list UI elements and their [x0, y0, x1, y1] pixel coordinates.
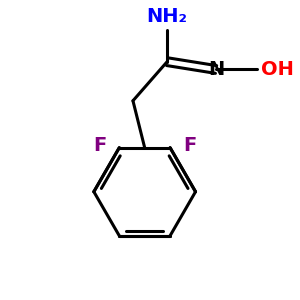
Text: N: N [208, 60, 224, 79]
Text: OH: OH [261, 60, 294, 79]
Text: NH₂: NH₂ [147, 8, 188, 26]
Text: F: F [93, 136, 106, 155]
Text: F: F [183, 136, 196, 155]
